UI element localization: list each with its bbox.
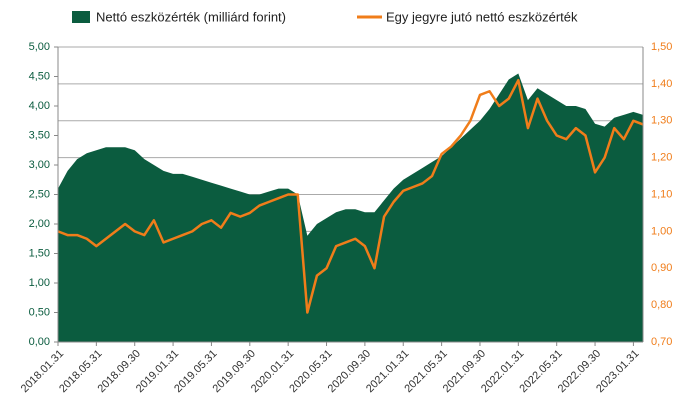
y-tick-label: 0,50 <box>29 306 50 318</box>
y-tick-label: 2,00 <box>29 218 50 230</box>
y2-tick-label: 0,90 <box>651 262 672 274</box>
y-tick-label: 1,00 <box>29 277 50 289</box>
y2-tick-label: 1,50 <box>651 41 672 53</box>
y-tick-label: 4,00 <box>29 100 50 112</box>
y-tick-label: 4,50 <box>29 70 50 82</box>
y-tick-label: 2,50 <box>29 188 50 200</box>
y2-tick-label: 1,00 <box>651 225 672 237</box>
y-tick-label: 0,00 <box>29 336 50 348</box>
y2-tick-label: 1,30 <box>651 115 672 127</box>
line <box>57 78 644 314</box>
y-tick-label: 5,00 <box>29 41 50 53</box>
y2-tick-label: 1,10 <box>651 188 672 200</box>
y2-tick-label: 1,40 <box>651 78 672 90</box>
y-tick-label: 1,50 <box>29 247 50 259</box>
legend-label: Nettó eszközérték (milliárd forint) <box>96 9 286 24</box>
legend-swatch <box>72 11 90 23</box>
y2-tick-label: 0,70 <box>651 336 672 348</box>
area <box>58 73 643 343</box>
legend-label: Egy jegyre jutó nettó eszközérték <box>386 9 578 24</box>
y2-tick-label: 1,20 <box>651 152 672 164</box>
legend: Nettó eszközérték (milliárd forint) Egy j… <box>72 9 578 24</box>
y2-tick-label: 0,80 <box>651 299 672 311</box>
y-tick-label: 3,00 <box>29 159 50 171</box>
y-tick-label: 3,50 <box>29 129 50 141</box>
